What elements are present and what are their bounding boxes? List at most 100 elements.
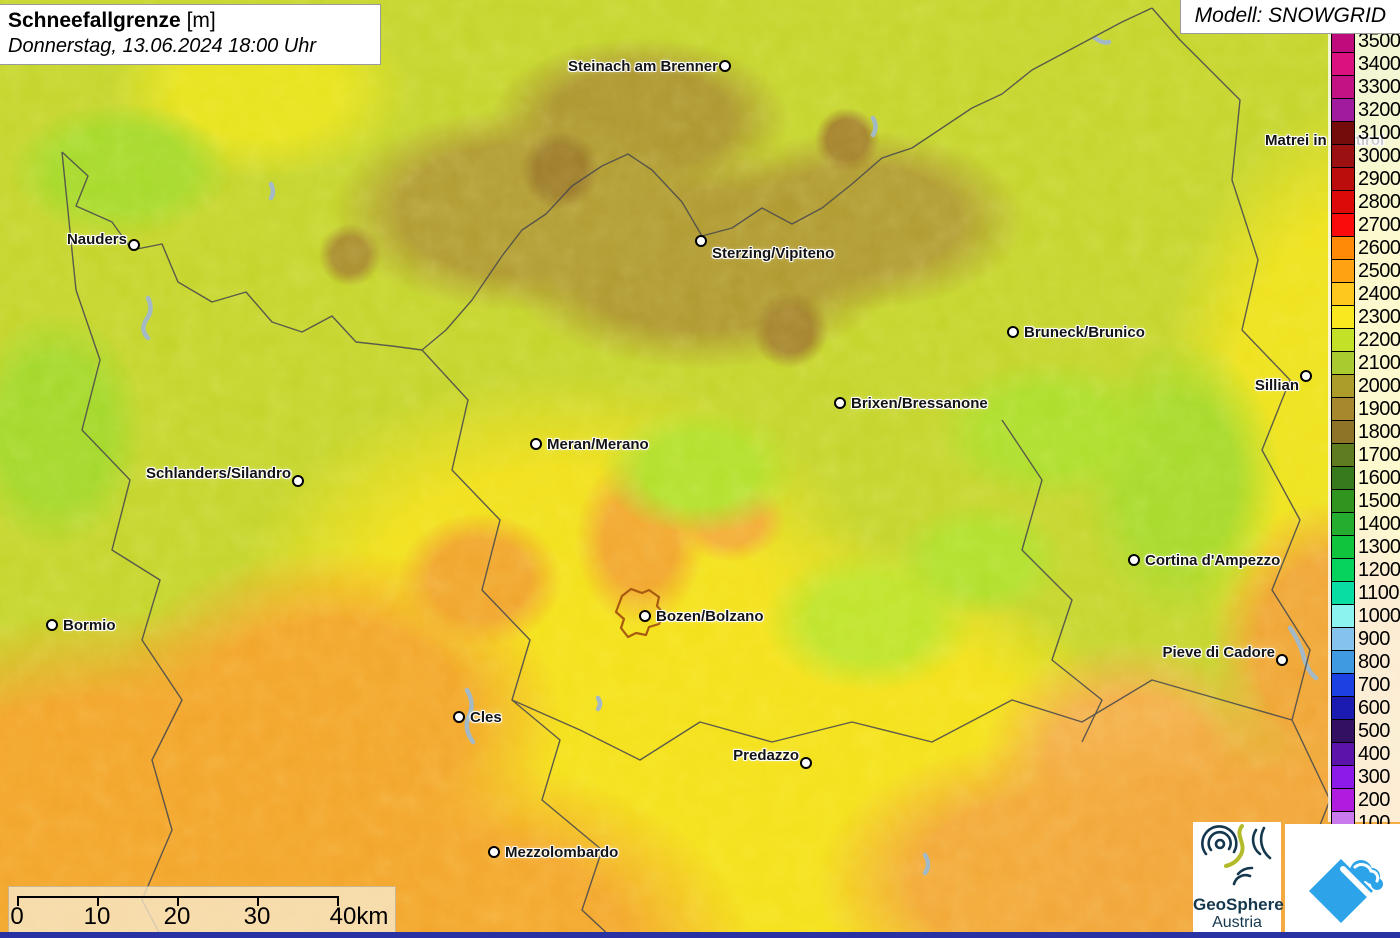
legend-entry: 2900: [1331, 168, 1400, 191]
legend-color-swatch: [1331, 214, 1355, 237]
city-label: Meran/Merano: [547, 436, 649, 453]
legend-value-label: 2500: [1358, 260, 1400, 282]
model-box: Modell: SNOWGRID: [1179, 0, 1400, 34]
legend-value-label: 2000: [1358, 375, 1400, 397]
legend-color-swatch: [1331, 513, 1355, 536]
legend-color-swatch: [1331, 628, 1355, 651]
legend-value-label: 2900: [1358, 168, 1400, 190]
scale-tick-label: 20: [163, 903, 191, 930]
legend-color-swatch: [1331, 582, 1355, 605]
title-unit: [m]: [186, 9, 216, 32]
legend-color-swatch: [1331, 122, 1355, 145]
legend-value-label: 2300: [1358, 306, 1400, 328]
legend-entry: 600: [1331, 697, 1400, 720]
title-text: Schneefallgrenze: [8, 9, 181, 32]
legend-entry: 700: [1331, 674, 1400, 697]
city-marker: [1128, 554, 1141, 567]
legend-value-label: 2800: [1358, 191, 1400, 213]
legend-color-swatch: [1331, 168, 1355, 191]
legend-entry: 2000: [1331, 375, 1400, 398]
city-marker: [292, 475, 305, 488]
legend-value-label: 1100: [1358, 582, 1400, 604]
legend-value-label: 3200: [1358, 99, 1400, 121]
city-marker: [1007, 326, 1020, 339]
legend-entry: 3200: [1331, 99, 1400, 122]
scale-tick-label: 40km: [329, 903, 389, 930]
legend-color-swatch: [1331, 697, 1355, 720]
legend-color-swatch: [1331, 444, 1355, 467]
city-label: Pieve di Cadore: [1162, 644, 1275, 661]
scale-tick-label: 30: [243, 903, 271, 930]
legend-color-swatch: [1331, 329, 1355, 352]
legend-color-swatch: [1331, 421, 1355, 444]
legend-entry: 500: [1331, 720, 1400, 743]
legend-color-swatch: [1331, 260, 1355, 283]
pictogram-box: [1285, 824, 1400, 938]
city-label: Steinach am Brenner: [567, 58, 718, 75]
city-marker: [834, 397, 847, 410]
legend-entry: 1000: [1331, 605, 1400, 628]
city-label: Sillian: [1254, 377, 1299, 394]
geosphere-logo-icon: [1201, 824, 1272, 886]
legend-value-label: 800: [1358, 651, 1390, 673]
city-label: Mezzolombardo: [505, 844, 619, 861]
legend-value-label: 2400: [1358, 283, 1400, 305]
city-marker: [488, 846, 501, 859]
legend-value-label: 1200: [1358, 559, 1400, 581]
legend-entry: 800: [1331, 651, 1400, 674]
legend-value-label: 300: [1358, 766, 1390, 788]
legend-entry: 2600: [1331, 237, 1400, 260]
legend-value-label: 1900: [1358, 398, 1400, 420]
legend-entry: 1100: [1331, 582, 1400, 605]
legend-value-label: 1500: [1358, 490, 1400, 512]
city-label: Cles: [470, 709, 502, 726]
legend-value-label: 1600: [1358, 467, 1400, 489]
legend-entry: 1300: [1331, 536, 1400, 559]
legend-color-swatch: [1331, 559, 1355, 582]
legend-entry: 1400: [1331, 513, 1400, 536]
city-marker: [719, 60, 732, 73]
city-marker: [695, 235, 708, 248]
legend-color-swatch: [1331, 766, 1355, 789]
city-marker: [639, 610, 652, 623]
legend-entry: 1200: [1331, 559, 1400, 582]
legend-color-swatch: [1331, 191, 1355, 214]
legend-color-swatch: [1331, 674, 1355, 697]
city-marker: [1300, 370, 1313, 383]
legend-entry: 300: [1331, 766, 1400, 789]
legend-value-label: 600: [1358, 697, 1390, 719]
legend-color-swatch: [1331, 375, 1355, 398]
city-marker: [46, 619, 59, 632]
legend-value-label: 200: [1358, 789, 1390, 811]
legend-value-label: 400: [1358, 743, 1390, 765]
legend-color-swatch: [1331, 720, 1355, 743]
legend-entry: 1800: [1331, 421, 1400, 444]
legend-color-swatch: [1331, 536, 1355, 559]
bottom-blue-bar: [0, 932, 1400, 938]
legend-value-label: 1400: [1358, 513, 1400, 535]
legend-value-label: 900: [1358, 628, 1390, 650]
city-label: Bruneck/Brunico: [1024, 324, 1145, 341]
legend-entry: 200: [1331, 789, 1400, 812]
city-marker: [800, 757, 813, 770]
geosphere-logo-box: GeoSphere Austria: [1193, 822, 1284, 938]
scale-tick-label: 10: [83, 903, 111, 930]
legend-color-swatch: [1331, 145, 1355, 168]
legend-entry: 3000: [1331, 145, 1400, 168]
legend-value-label: 700: [1358, 674, 1390, 696]
legend-entry: 900: [1331, 628, 1400, 651]
legend-entry: 2700: [1331, 214, 1400, 237]
legend-entry: 2400: [1331, 283, 1400, 306]
legend-entry: 3100: [1331, 122, 1400, 145]
legend-entry: 3400: [1331, 53, 1400, 76]
legend-entry: 2200: [1331, 329, 1400, 352]
legend-color-swatch: [1331, 398, 1355, 421]
legend-entry: 2300: [1331, 306, 1400, 329]
legend-entry: 1500: [1331, 490, 1400, 513]
map-title: Schneefallgrenze [m]: [8, 8, 368, 34]
legend-value-label: 3000: [1358, 145, 1400, 167]
city-label: Brixen/Bressanone: [851, 395, 988, 412]
title-box: Schneefallgrenze [m] Donnerstag, 13.06.2…: [0, 4, 381, 65]
